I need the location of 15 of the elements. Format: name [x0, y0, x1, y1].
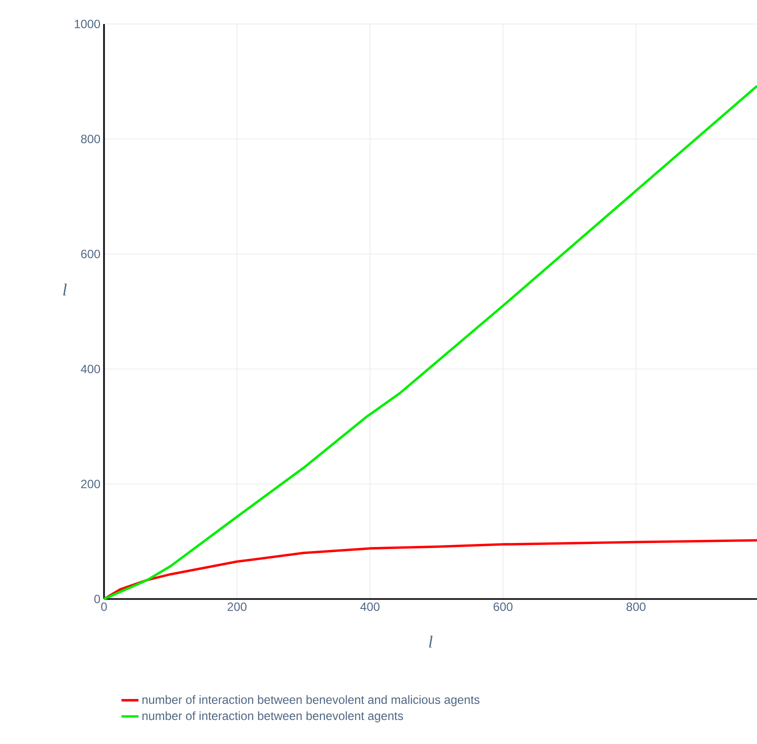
y-tick-label: 1000 [74, 20, 100, 28]
x-axis-title: l [429, 636, 432, 648]
x-tick-label: 200 [228, 602, 247, 611]
y-axis-title: l [63, 284, 67, 296]
y-tick-label: 800 [81, 134, 100, 144]
x-tick-label: 0 [101, 602, 107, 611]
legend-label: number of interaction between benevolent agents [142, 711, 404, 722]
x-tick-label: 800 [626, 602, 646, 611]
legend-label: number of interaction between benevolent and malicious agents [142, 695, 480, 706]
y-tick-label: 400 [80, 364, 100, 374]
y-tick-label: 600 [81, 250, 100, 258]
x-tick-label: 400 [360, 602, 380, 611]
y-tick-label: 0 [94, 594, 100, 604]
x-tick-label: 600 [494, 602, 512, 611]
y-tick-label: 200 [81, 480, 100, 488]
